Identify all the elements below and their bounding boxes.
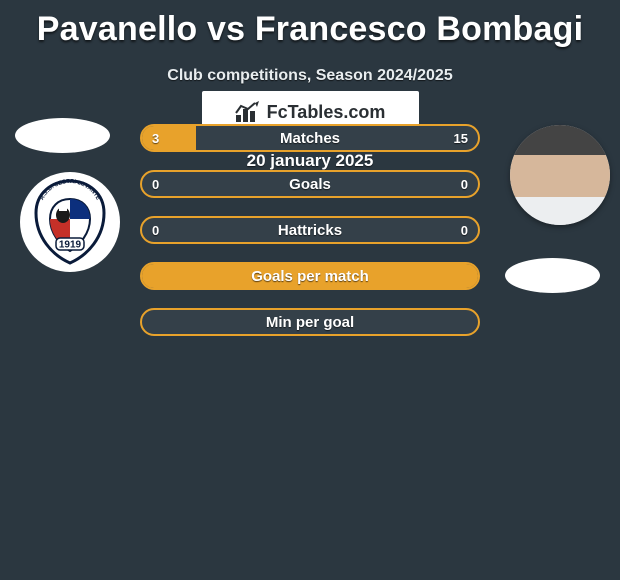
subtitle: Club competitions, Season 2024/2025 xyxy=(0,67,620,85)
stat-label: Matches xyxy=(142,126,478,150)
left-club-crest: A.S.D. SESTRI LEVANTE 1919 xyxy=(20,172,120,272)
stat-label: Goals per match xyxy=(142,264,478,288)
stat-pill-goals: 00Goals xyxy=(140,170,480,198)
crest-year: 1919 xyxy=(59,240,82,251)
brand-bars-icon xyxy=(235,101,261,123)
stat-label: Hattricks xyxy=(142,218,478,242)
stat-pill-hattricks: 00Hattricks xyxy=(140,216,480,244)
stat-pill-goals-per-match: Goals per match xyxy=(140,262,480,290)
stat-label: Min per goal xyxy=(142,310,478,334)
stat-pill-matches: 315Matches xyxy=(140,124,480,152)
left-club-ellipse xyxy=(15,118,110,153)
player-photo-right xyxy=(510,125,610,225)
brand-text: FcTables.com xyxy=(267,102,386,123)
right-club-ellipse xyxy=(505,258,600,293)
stats-block: 315Matches 00Goals 00Hattricks Goals per ma… xyxy=(140,124,480,354)
page-title: Pavanello vs Francesco Bombagi xyxy=(0,0,620,49)
stat-label: Goals xyxy=(142,172,478,196)
stat-pill-min-per-goal: Min per goal xyxy=(140,308,480,336)
